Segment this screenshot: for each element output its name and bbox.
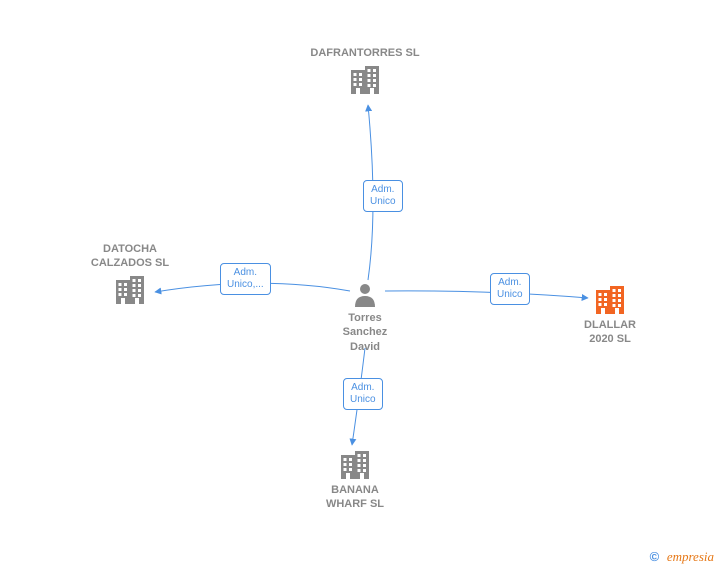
edge-right <box>385 291 588 298</box>
node-label-left: DATOCHACALZADOS SL <box>60 242 200 271</box>
node-label-top: DAFRANTORRES SL <box>295 46 435 60</box>
edge-label-top: Adm.Unico <box>363 180 403 212</box>
edge-label-right: Adm.Unico <box>490 273 530 305</box>
building-icon <box>341 451 369 479</box>
copyright-symbol: © <box>650 549 660 564</box>
building-icon <box>116 276 144 304</box>
brand-name: empresia <box>667 549 714 564</box>
watermark: © empresia <box>650 549 714 565</box>
node-label-person: TorresSanchezDavid <box>315 311 415 354</box>
person-icon <box>355 284 375 307</box>
node-label-bottom: BANANAWHARF SL <box>285 483 425 512</box>
building-icon <box>351 66 379 94</box>
node-label-right: DLALLAR2020 SL <box>540 318 680 347</box>
edge-label-left: Adm.Unico,... <box>220 263 271 295</box>
building-icon <box>596 286 624 314</box>
edge-label-bottom: Adm.Unico <box>343 378 383 410</box>
